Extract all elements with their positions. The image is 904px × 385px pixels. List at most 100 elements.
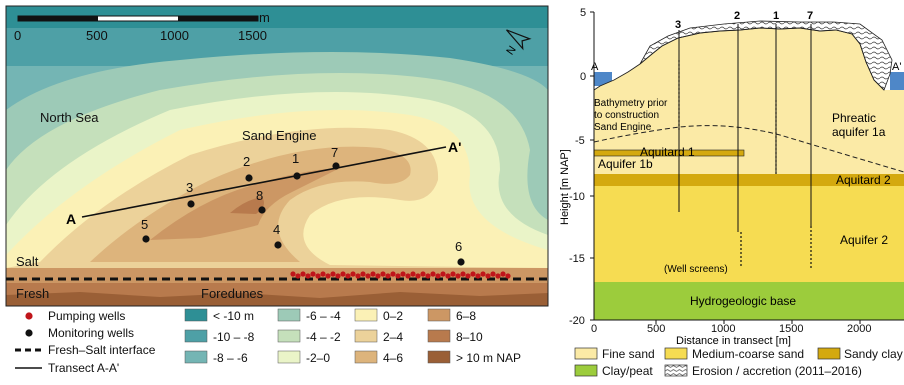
legend-class-label: -6 – -4	[306, 309, 341, 323]
pumping-well-marker	[435, 273, 441, 279]
legend-swatch-fine-sand	[574, 347, 598, 360]
legend-class-swatch	[184, 308, 208, 322]
pumping-well-marker	[505, 273, 511, 279]
scale-unit: m	[259, 10, 270, 25]
y-tick-label: 5	[580, 7, 586, 19]
y-tick-label: -5	[575, 135, 585, 147]
fresh-label: Fresh	[16, 286, 49, 301]
x-tick-label: 500	[647, 323, 665, 335]
legend-interface: Fresh–Salt interface	[48, 343, 156, 357]
end-a-prime-label: A'	[892, 61, 901, 73]
monitoring-wells: 1 2 3 4 5 6 7 8	[141, 145, 465, 266]
pumping-well-marker	[395, 273, 401, 279]
salt-label: Salt	[16, 254, 39, 269]
pumping-well-marker	[375, 273, 381, 279]
legend-class-label: -2–0	[306, 351, 330, 365]
bathymetry-label-3: Sand Engine	[594, 122, 652, 133]
map-panel: 0 500 1000 1500 m N North Sea Sand Engin…	[5, 5, 549, 375]
well-label: 7	[331, 145, 338, 160]
legend-class-swatch	[354, 350, 378, 364]
legend-medium-sand: Medium-coarse sand	[692, 347, 804, 361]
pumping-well-marker	[295, 273, 301, 279]
x-tick-label: 0	[591, 323, 597, 335]
pumping-well-marker	[475, 273, 481, 279]
aquifer2-layer	[594, 186, 904, 282]
legend-pumping: Pumping wells	[48, 309, 125, 323]
legend-class-label: -4 – -2	[306, 330, 341, 344]
pumping-well-marker	[290, 271, 296, 277]
section-panel: 3 2 1 7 A A' Bathymetry prior to constru…	[559, 7, 904, 378]
pumping-well-marker	[350, 271, 356, 277]
legend-class-swatch	[354, 329, 378, 343]
legend-swatch-medium-sand	[664, 347, 688, 360]
legend-class-label: 0–2	[383, 309, 403, 323]
foredunes-label: Foredunes	[201, 286, 264, 301]
monitoring-well-marker	[332, 162, 340, 170]
pumping-well-marker	[480, 271, 486, 277]
bathymetry-line	[593, 125, 904, 173]
well-label: 6	[455, 239, 462, 254]
pumping-well-marker	[380, 271, 386, 277]
x-tick-label: 1000	[711, 323, 735, 335]
map-frame	[5, 5, 549, 307]
legend-swatch-clay-peat	[574, 364, 598, 377]
base-layer	[594, 282, 904, 320]
x-ticks: 0 500 1000 1500 2000	[591, 320, 871, 335]
pumping-well-marker	[320, 271, 326, 277]
end-a-label: A	[591, 61, 599, 73]
phreatic-label-2: aquifer 1a	[832, 125, 886, 139]
transect-line	[81, 146, 447, 218]
pumping-well-marker	[450, 271, 456, 277]
legend-class-label: 4–6	[383, 351, 403, 365]
legend-monitoring: Monitoring wells	[48, 326, 134, 340]
legend-class-swatch	[354, 308, 378, 322]
legend-clay-peat: Clay/peat	[602, 364, 653, 378]
pumping-well-marker	[485, 273, 491, 279]
legend-swatch-erosion	[664, 364, 688, 377]
pumping-well-marker	[340, 271, 346, 277]
pumping-well-marker	[355, 273, 361, 279]
well-label: 8	[256, 188, 263, 203]
sand-engine-label: Sand Engine	[242, 128, 316, 143]
pumping-well-marker	[425, 273, 431, 279]
monitoring-well-symbol	[25, 329, 33, 337]
monitoring-well-marker	[187, 200, 195, 208]
well-label: 5	[141, 217, 148, 232]
pumping-well-marker	[455, 273, 461, 279]
monitoring-well-marker	[258, 206, 266, 214]
engine-fill	[594, 28, 884, 90]
legend-sandy-clay: Sandy clay	[844, 347, 903, 361]
section-well-label: 2	[734, 10, 740, 22]
legend-class-swatch	[427, 329, 451, 343]
legend-class-label: -8 – -6	[213, 351, 248, 365]
aquifer1b-label: Aquifer 1b	[598, 157, 653, 171]
elevation-class-legend: < -10 m -10 – -8 -8 – -6 -6 – -4 -4 – -2 -2–0…	[184, 308, 521, 365]
legend-erosion: Erosion / accretion (2011–2016)	[692, 364, 862, 378]
pumping-well-marker	[365, 273, 371, 279]
scale-tick: 1500	[238, 28, 267, 43]
well-label: 1	[292, 151, 299, 166]
x-tick-label: 2000	[847, 323, 871, 335]
pumping-well-marker	[305, 273, 311, 279]
legend-class-label: 6–8	[456, 309, 476, 323]
pumping-well-marker	[405, 273, 411, 279]
legend-class-swatch	[427, 308, 451, 322]
pumping-well-marker	[330, 271, 336, 277]
pumping-well-marker	[445, 273, 451, 279]
pumping-well-marker	[415, 273, 421, 279]
bathymetry-label-2: to construction	[594, 110, 659, 121]
pumping-well-marker	[345, 273, 351, 279]
dunes-10plus	[6, 292, 548, 306]
pumping-well-marker	[390, 271, 396, 277]
y-tick-label: -15	[569, 253, 585, 265]
ground-surface	[593, 27, 885, 91]
pumping-well-marker	[500, 271, 506, 277]
legend-fine-sand: Fine sand	[602, 347, 655, 361]
pumping-well-marker	[325, 273, 331, 279]
legend-class-swatch	[184, 350, 208, 364]
pumping-well-marker	[400, 271, 406, 277]
legend-class-label: 2–4	[383, 330, 403, 344]
monitoring-well-marker	[457, 258, 465, 266]
aquitard2-label: Aquitard 2	[836, 173, 891, 187]
